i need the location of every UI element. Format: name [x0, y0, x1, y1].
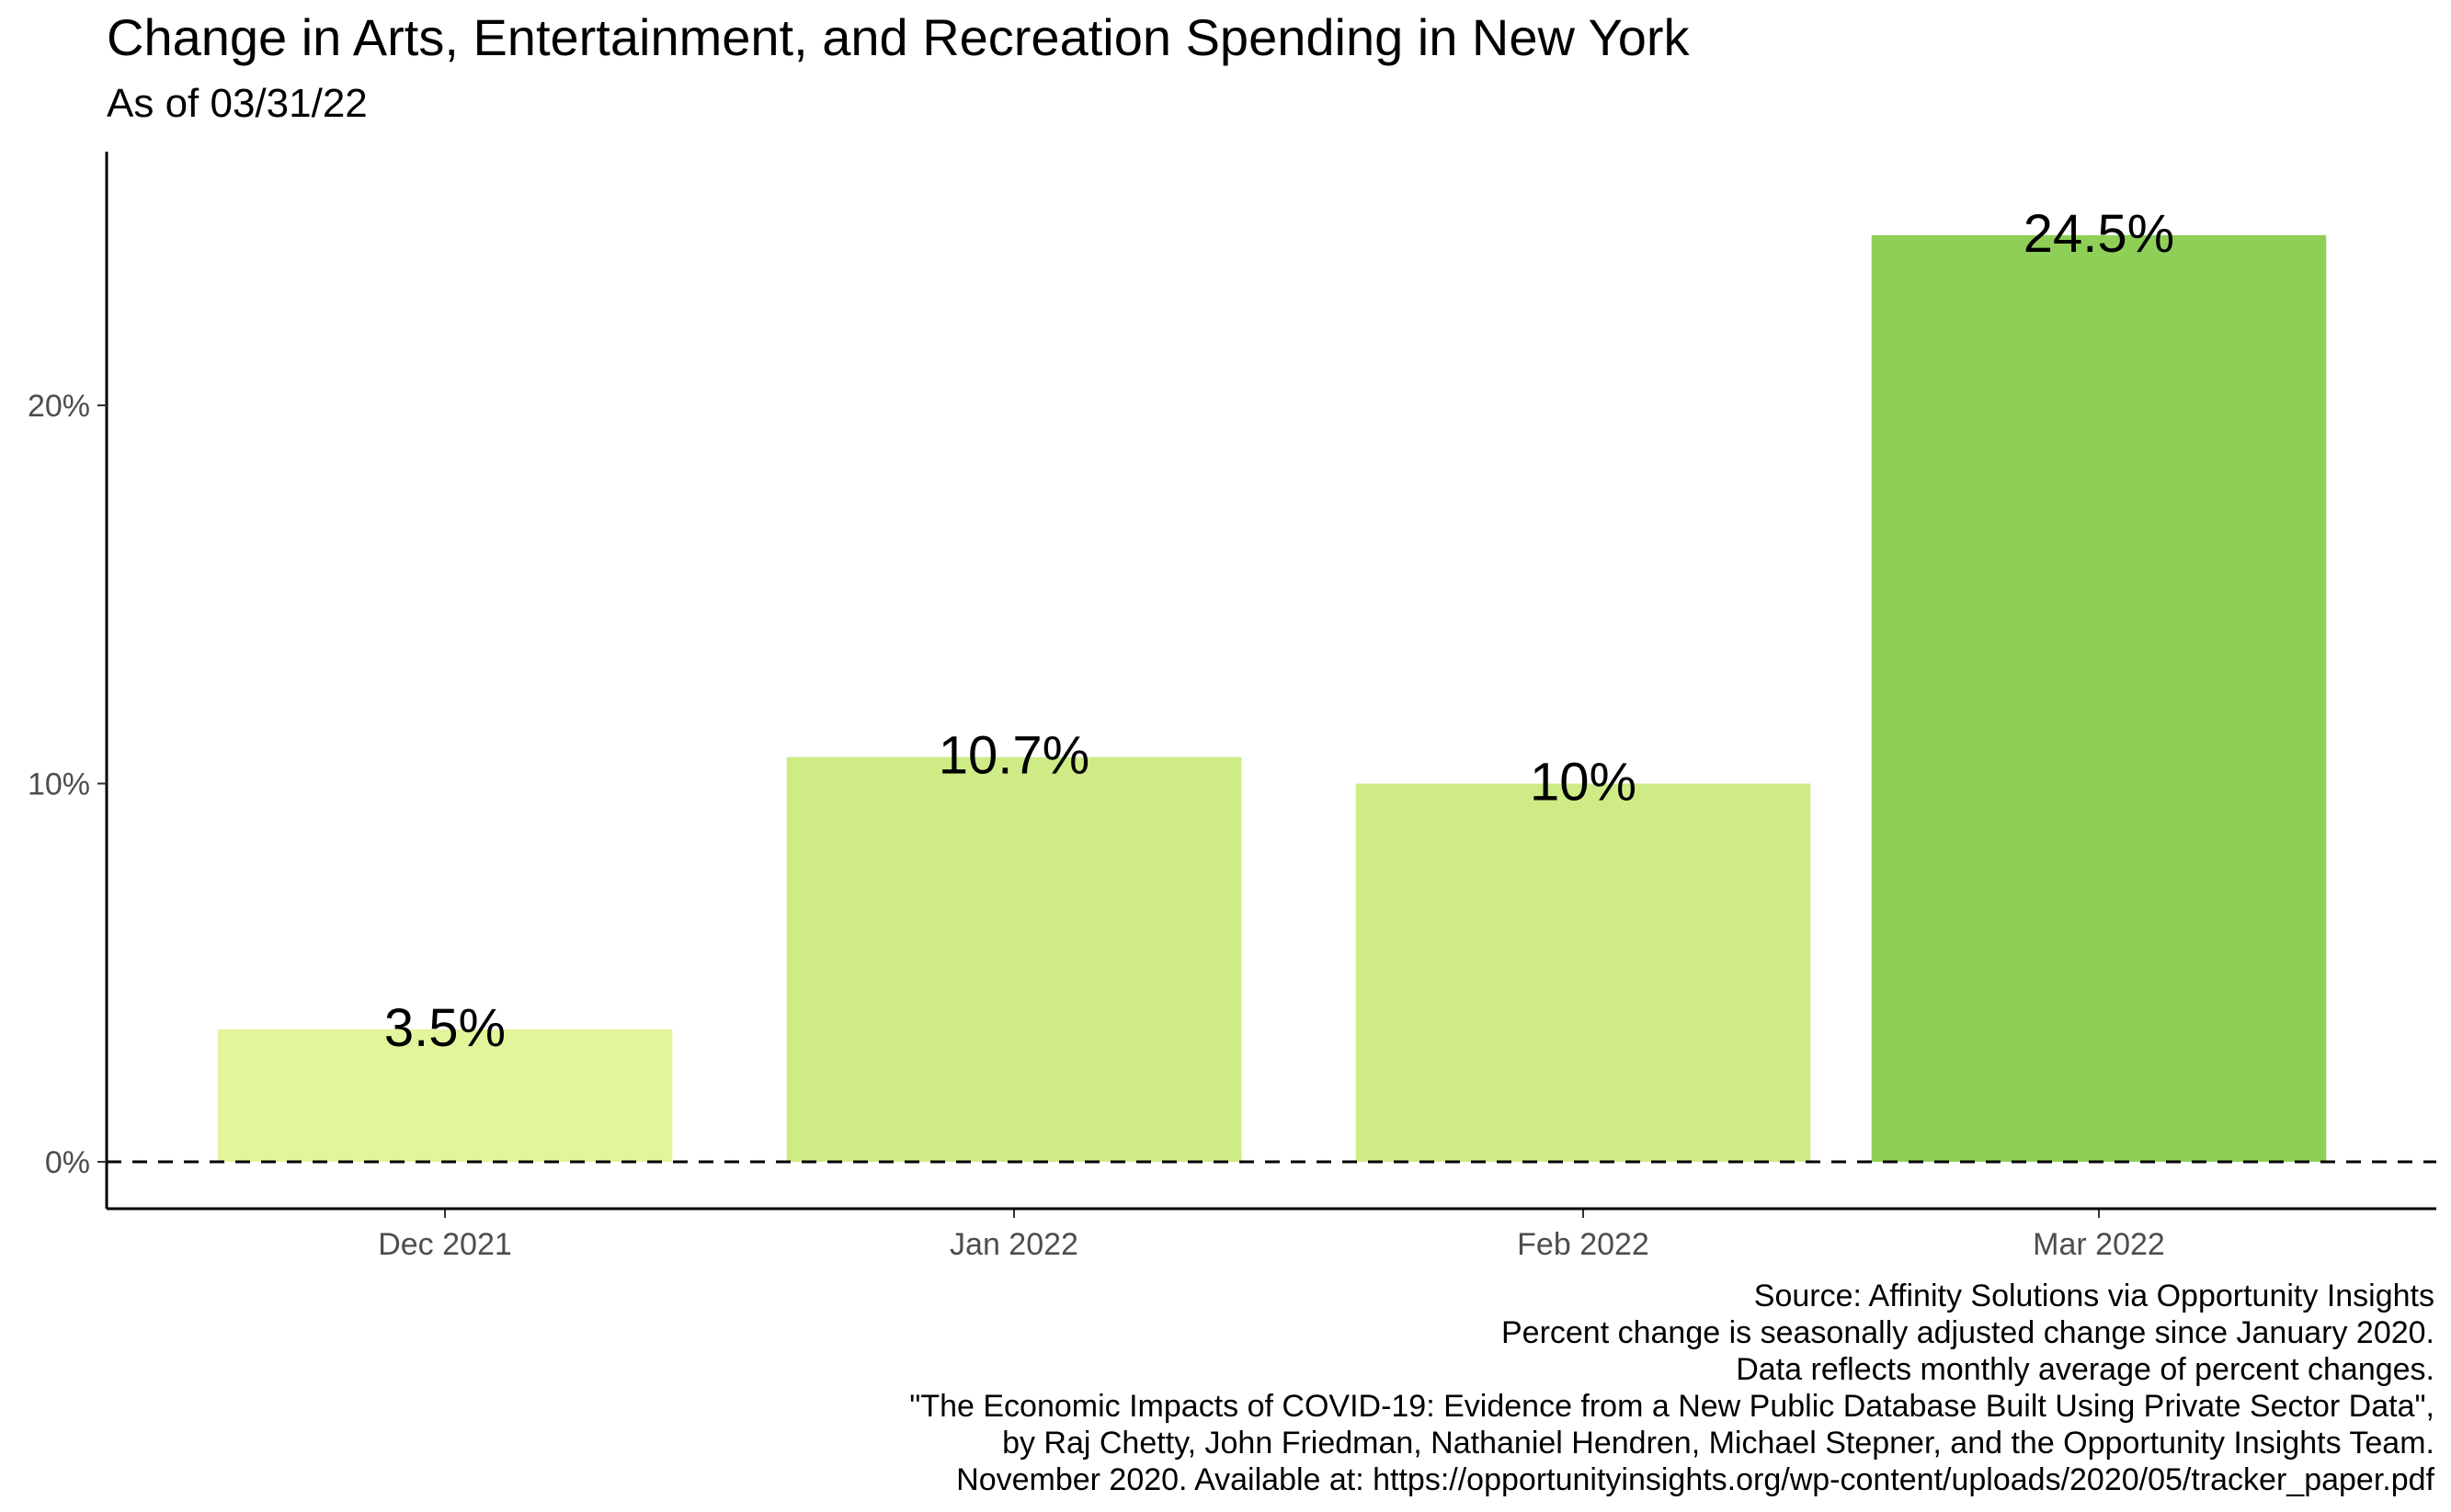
bar-mar-2022	[1871, 234, 2327, 1162]
axes-group: Dec 2021 Jan 2022 Feb 2022 Mar 2022 0% 10% 20%	[28, 152, 2436, 1262]
x-tick-label: Dec 2021	[378, 1227, 512, 1262]
caption-line: "The Economic Impacts of COVID-19: Evide…	[909, 1389, 2434, 1424]
data-label: 3.5%	[384, 998, 506, 1058]
y-tick-label: 0%	[45, 1145, 90, 1180]
caption-line: Source: Affinity Solutions via Opportuni…	[1753, 1279, 2434, 1313]
bar-jan-2022	[786, 756, 1242, 1162]
y-tick-label: 20%	[28, 389, 90, 424]
chart-subtitle: As of 03/31/22	[107, 81, 368, 126]
bar-feb-2022	[1355, 783, 1811, 1162]
x-tick-label: Mar 2022	[2033, 1227, 2165, 1262]
data-label: 10%	[1530, 753, 1636, 813]
bar-dec-2021	[217, 1029, 673, 1162]
caption-line: November 2020. Available at: https://opp…	[956, 1462, 2434, 1497]
caption-line: by Raj Chetty, John Friedman, Nathaniel …	[1002, 1426, 2434, 1461]
x-tick-label: Jan 2022	[950, 1227, 1078, 1262]
chart-caption: Source: Affinity Solutions via Opportuni…	[909, 1278, 2434, 1498]
data-label: 10.7%	[939, 726, 1089, 786]
caption-line: Percent change is seasonally adjusted ch…	[1500, 1315, 2434, 1350]
data-labels-group: 3.5% 10.7% 10% 24.5%	[384, 204, 2174, 1058]
chart-title: Change in Arts, Entertainment, and Recre…	[107, 8, 1690, 66]
x-tick-label: Feb 2022	[1517, 1227, 1649, 1262]
data-label: 24.5%	[2024, 204, 2174, 264]
caption-line: Data reflects monthly average of percent…	[1736, 1352, 2434, 1387]
bar-chart: Dec 2021 Jan 2022 Feb 2022 Mar 2022 0% 10% 20%…	[28, 152, 2436, 1262]
y-tick-label: 10%	[28, 767, 90, 802]
bars-group	[217, 234, 2327, 1162]
